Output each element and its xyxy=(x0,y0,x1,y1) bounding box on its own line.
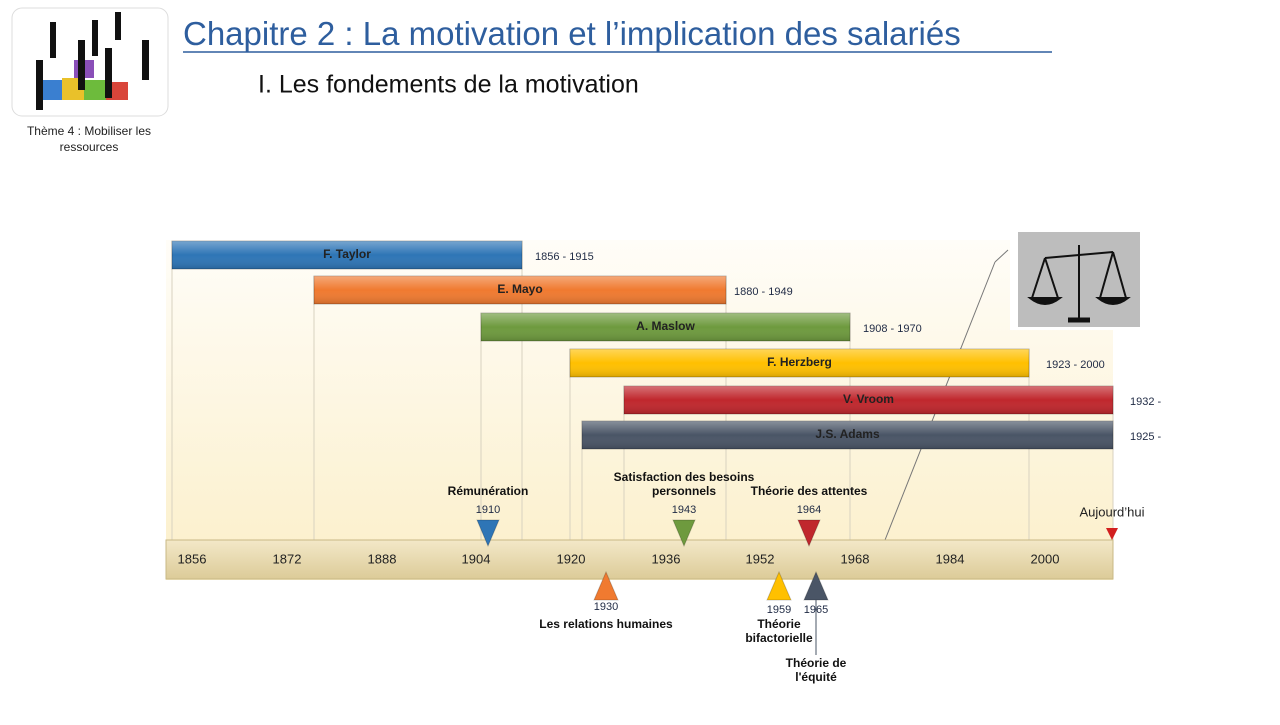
axis-label: 1968 xyxy=(841,551,870,566)
title-text: La motivation et l’implication des salar… xyxy=(363,15,961,52)
person-name: J.S. Adams xyxy=(815,427,880,441)
axis-label: 1888 xyxy=(368,551,397,566)
bar-gloss xyxy=(570,349,1029,377)
person-dates: 1880 - 1949 xyxy=(734,286,793,298)
today-marker xyxy=(1106,528,1118,540)
event-label: bifactorielle xyxy=(745,631,813,645)
connector xyxy=(994,249,1009,263)
event-label: Théorie de xyxy=(786,656,847,670)
title-prefix: Chapitre 2 : xyxy=(183,15,363,52)
axis-label: 1936 xyxy=(652,551,681,566)
axis-label: 1856 xyxy=(178,551,207,566)
header-image xyxy=(11,7,169,117)
event-year: 1943 xyxy=(672,504,696,516)
event-label: Théorie des attentes xyxy=(751,484,868,498)
person-dates: 1923 - 2000 xyxy=(1046,359,1105,371)
event-marker xyxy=(672,519,696,548)
event-label: personnels xyxy=(652,484,716,498)
axis-label: 1952 xyxy=(746,551,775,566)
person-name: E. Mayo xyxy=(497,282,542,296)
scale-icon xyxy=(1027,245,1131,323)
person-dates: 1856 - 1915 xyxy=(535,251,594,263)
event-label: Satisfaction des besoins xyxy=(614,470,755,484)
bar-gloss xyxy=(582,421,1113,449)
person-name: F. Taylor xyxy=(323,247,371,261)
event-marker xyxy=(797,519,821,548)
bar-gloss xyxy=(172,241,522,269)
event-marker xyxy=(476,519,500,548)
event-year: 1930 xyxy=(594,601,618,613)
event-year: 1959 xyxy=(767,604,791,616)
bar-gloss xyxy=(481,313,850,341)
subtitle: I. Les fondements de la motivation xyxy=(258,71,639,99)
theme: Thème 4 : Mobiliser les xyxy=(27,124,151,138)
event-label: l'équité xyxy=(795,670,837,684)
event-label: Les relations humaines xyxy=(539,617,673,631)
bar-gloss xyxy=(314,276,726,304)
axis-label: 2000 xyxy=(1031,551,1060,566)
axis-label: 1904 xyxy=(462,551,491,566)
axis-label: 1872 xyxy=(273,551,302,566)
person-dates: 1925 - xyxy=(1130,431,1162,443)
person-name: V. Vroom xyxy=(843,392,894,406)
event-marker xyxy=(593,570,619,601)
person-dates: 1932 - xyxy=(1130,396,1162,408)
event-year: 1964 xyxy=(797,504,821,516)
title: Chapitre 2 : La motivation et l’implicat… xyxy=(183,15,961,52)
person-name: A. Maslow xyxy=(636,319,695,333)
bar-gloss xyxy=(624,386,1113,414)
person-name: F. Herzberg xyxy=(767,355,832,369)
theme: ressources xyxy=(60,140,119,154)
axis-bar xyxy=(165,539,1114,580)
today-label: Aujourd’hui xyxy=(1079,504,1144,519)
event-year: 1965 xyxy=(804,604,828,616)
person-dates: 1908 - 1970 xyxy=(863,323,922,335)
axis-label: 1920 xyxy=(557,551,586,566)
axis-label: 1984 xyxy=(936,551,965,566)
event-marker xyxy=(766,570,792,601)
event-label: Rémunération xyxy=(448,484,529,498)
event-label: Théorie xyxy=(757,617,801,631)
event-year: 1910 xyxy=(476,504,500,516)
